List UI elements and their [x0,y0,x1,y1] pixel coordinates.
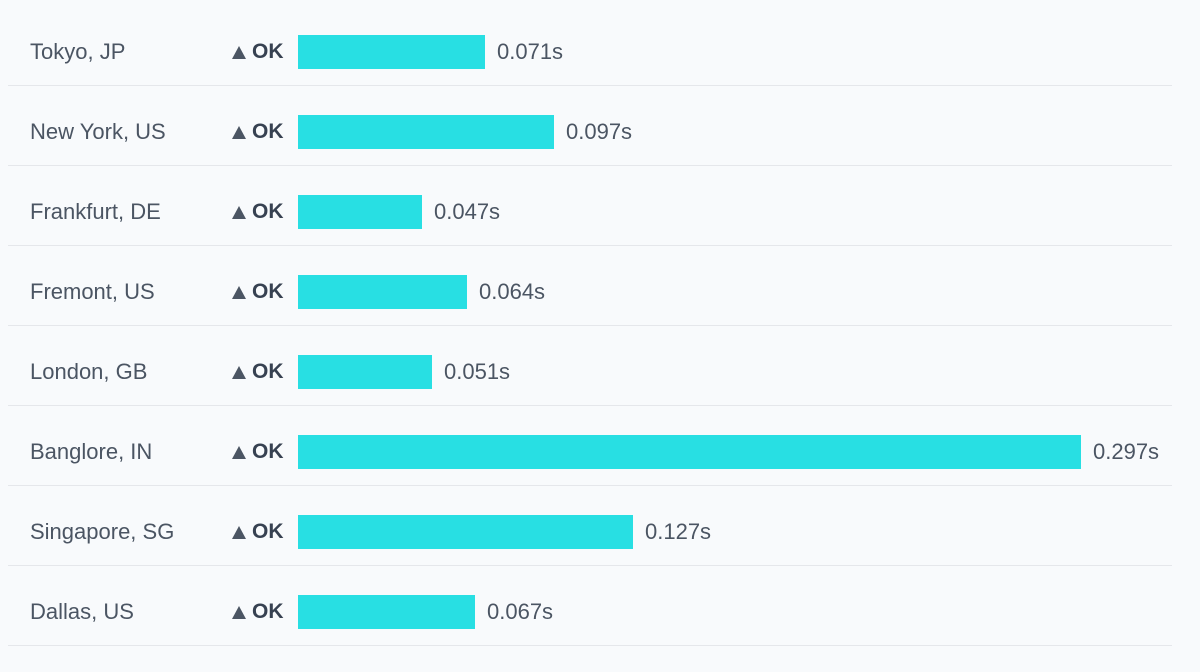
status-indicator: OK [232,486,284,578]
status-label: OK [252,360,284,383]
latency-value-label: 0.071s [497,39,564,64]
latency-bar [298,515,633,549]
status-label: OK [252,520,284,543]
location-label: Frankfurt, DE [30,199,161,224]
latency-value-label: 0.047s [434,199,501,224]
status-indicator: OK [232,566,284,658]
status-label: OK [252,200,284,223]
latency-value-label: 0.051s [444,359,511,384]
latency-bar [298,435,1081,469]
location-label: London, GB [30,359,148,384]
status-label: OK [252,600,284,623]
status-label: OK [252,440,284,463]
triangle-up-icon [232,126,246,139]
latency-value-label: 0.097s [566,119,633,144]
location-label: Tokyo, JP [30,39,126,64]
latency-value-label: 0.067s [487,599,554,624]
latency-value-label: 0.127s [645,519,712,544]
status-label: OK [252,280,284,303]
latency-bar [298,355,432,389]
chart-row: Dallas, US OK 0.067s [8,566,1172,646]
location-label: Singapore, SG [30,519,175,544]
latency-bar [298,595,475,629]
location-label: Banglore, IN [30,439,153,464]
triangle-up-icon [232,206,246,219]
chart-row: London, GB OK 0.051s [8,326,1172,406]
chart-row: Fremont, US OK 0.064s [8,246,1172,326]
triangle-up-icon [232,46,246,59]
triangle-up-icon [232,366,246,379]
latency-value-label: 0.064s [479,279,546,304]
status-indicator: OK [232,406,284,498]
status-indicator: OK [232,86,284,178]
latency-value-label: 0.297s [1093,439,1160,464]
chart-row: New York, US OK 0.097s [8,86,1172,166]
status-indicator: OK [232,6,284,98]
status-indicator: OK [232,326,284,418]
triangle-up-icon [232,606,246,619]
latency-bar [298,195,422,229]
triangle-up-icon [232,286,246,299]
latency-bar [298,275,467,309]
chart-row: Banglore, IN OK 0.297s [8,406,1172,486]
triangle-up-icon [232,446,246,459]
triangle-up-icon [232,526,246,539]
status-label: OK [252,40,284,63]
location-label: New York, US [30,119,166,144]
chart-row: Frankfurt, DE OK 0.047s [8,166,1172,246]
chart-row: Tokyo, JP OK 0.071s [8,6,1172,86]
location-label: Fremont, US [30,279,155,304]
chart-row: Singapore, SG OK 0.127s [8,486,1172,566]
status-label: OK [252,120,284,143]
latency-bar [298,35,485,69]
latency-bar [298,115,554,149]
location-label: Dallas, US [30,599,134,624]
status-indicator: OK [232,166,284,258]
status-indicator: OK [232,246,284,338]
